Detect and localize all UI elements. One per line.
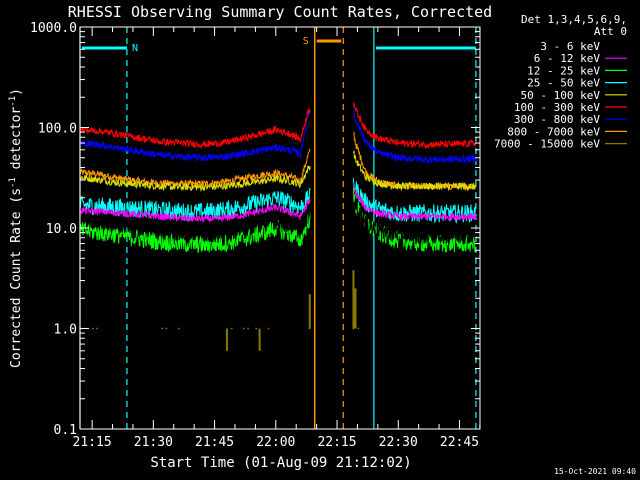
legend-label: 800 - 7000 keV xyxy=(507,125,600,138)
series-line xyxy=(353,108,477,165)
axis-layer: 1000.0 100.0 10.0 1.0 0.121:15 21:30 21:45 22:0… xyxy=(30,21,481,450)
night-flag-label: N xyxy=(132,43,138,54)
generated-timestamp: 15-Oct-2021 09:40 xyxy=(554,467,636,476)
x-tick-label: 22:15 xyxy=(317,435,356,450)
legend-label: 25 - 50 keV xyxy=(527,77,600,90)
series-line xyxy=(79,211,311,254)
legend-label: 50 - 100 keV xyxy=(521,89,601,102)
x-tick-label: 21:45 xyxy=(195,435,234,450)
series-line xyxy=(353,185,477,222)
legend-header-line2: Att 0 xyxy=(594,25,627,38)
series-line xyxy=(353,198,477,245)
series-line xyxy=(79,165,311,193)
y-tick-label: 1.0 xyxy=(54,323,77,338)
legend-label: 6 - 12 keV xyxy=(534,52,601,65)
series-line xyxy=(353,102,477,150)
series-line xyxy=(353,177,477,225)
legend-label: 300 - 800 keV xyxy=(514,113,600,126)
x-tick-label: 22:30 xyxy=(379,435,418,450)
legend-label: 12 - 25 keV xyxy=(527,64,600,77)
saa-flag-label: S xyxy=(303,36,309,47)
series-line xyxy=(79,198,311,223)
x-tick-label: 21:15 xyxy=(73,435,112,450)
legend-label: 100 - 300 keV xyxy=(514,101,600,114)
y-tick-label: 1000.0 xyxy=(30,21,77,36)
series-layer xyxy=(79,102,477,351)
legend-header-line1: Det 1,3,4,5,6,9, xyxy=(521,13,627,26)
y-axis-label: Corrected Count Rate (s-1 detector-1) xyxy=(8,88,24,368)
series-line xyxy=(79,108,311,150)
x-tick-label: 22:45 xyxy=(440,435,479,450)
y-tick-label: 10.0 xyxy=(46,222,77,237)
series-line xyxy=(79,207,311,244)
chart-title: RHESSI Observing Summary Count Rates, Co… xyxy=(68,3,492,21)
saa-flag-layer: S xyxy=(303,27,344,429)
x-tick-label: 22:00 xyxy=(256,435,295,450)
y-tick-label: 100.0 xyxy=(38,122,77,137)
x-tick-label: 21:30 xyxy=(134,435,173,450)
legend-label: 3 - 6 keV xyxy=(540,40,600,53)
y-tick-label: 0.1 xyxy=(54,423,77,438)
x-axis-label: Start Time (01-Aug-09 21:12:02) xyxy=(150,455,411,471)
series-line xyxy=(79,110,311,163)
legend-label: 7000 - 15000 keV xyxy=(494,138,600,151)
series-line xyxy=(353,150,477,192)
